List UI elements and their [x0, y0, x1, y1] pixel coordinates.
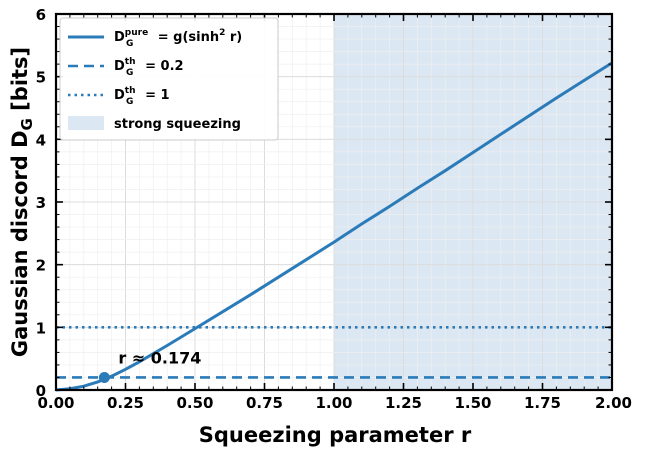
legend-label-main: D: [114, 88, 125, 103]
x-tick-label: 1.25: [385, 394, 422, 412]
legend-label-rest: = 1: [141, 88, 170, 103]
y-tick-label: 0: [36, 382, 46, 400]
y-tick-label: 6: [36, 6, 46, 24]
legend-label-main: D: [114, 30, 125, 45]
legend-label-3: Dth G = 1: [114, 86, 170, 107]
legend-label-region: strong squeezing: [114, 117, 241, 132]
marker-layer: r ≈ 0.174: [98, 348, 201, 383]
y-axis-title-unit: [8, 111, 32, 118]
threshold-marker-label: r ≈ 0.174: [118, 348, 201, 367]
legend-label-sub: G: [126, 39, 133, 49]
y-tick-label: 1: [36, 319, 46, 337]
legend-label-main: D: [114, 59, 125, 74]
y-axis-title: Gaussian discord DG [bits]: [8, 47, 36, 357]
y-tick-label: 3: [36, 194, 46, 212]
x-tick-label: 0.50: [176, 394, 213, 412]
legend-label-rest: = 0.2: [141, 59, 184, 74]
legend-label-rest2: r): [225, 30, 242, 45]
y-axis-title-unit-text: [bits]: [8, 47, 32, 111]
legend-label-sup: th: [125, 86, 136, 96]
threshold-marker-point: [98, 371, 110, 383]
legend-label-sup: th: [125, 57, 136, 67]
y-tick-label: 5: [36, 69, 46, 87]
legend-label-sup2: 2: [219, 28, 225, 38]
legend-label-2: Dth G = 0.2: [114, 57, 184, 78]
legend-label-sub: G: [126, 68, 133, 78]
legend-swatch-region: [68, 116, 104, 130]
x-tick-label: 1.00: [315, 394, 352, 412]
y-axis-title-sub: G: [18, 118, 36, 130]
legend-label-rest: = g(sinh: [153, 30, 219, 45]
y-tick-label: 2: [36, 257, 46, 275]
x-tick-label: 1.75: [524, 394, 561, 412]
x-tick-label: 2.00: [595, 394, 632, 412]
legend-label-sup: pure: [125, 28, 148, 38]
x-tick-label: 0.75: [246, 394, 283, 412]
legend-label-sub: G: [126, 97, 133, 107]
axes-layer: 0.00 0.25 0.50 0.75 1.00 1.25 1.50 1.75 2.00 0 1 2 3…: [36, 6, 632, 412]
y-tick-label: 4: [36, 131, 46, 149]
legend-box: [59, 17, 279, 141]
x-tick-label: 1.50: [454, 394, 491, 412]
y-axis-title-main: Gaussian discord D: [8, 130, 32, 357]
x-tick-label: 0.25: [107, 394, 144, 412]
x-tick-label: 0.00: [37, 394, 74, 412]
x-axis-title: Squeezing parameter r: [199, 423, 472, 447]
legend-label-1: Dpure G = g(sinh2 r): [114, 28, 242, 49]
